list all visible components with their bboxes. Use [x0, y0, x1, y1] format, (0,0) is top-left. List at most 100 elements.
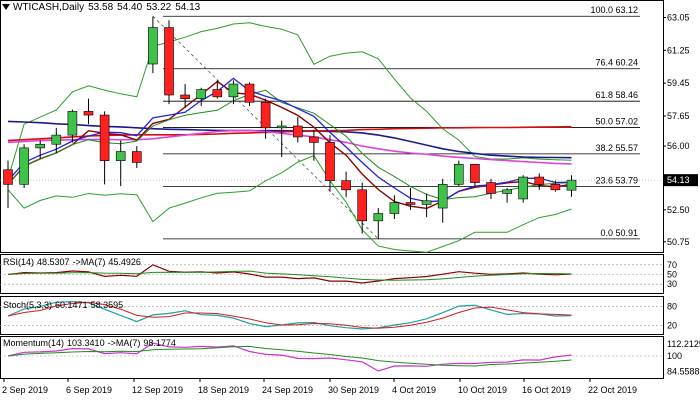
- momentum-ma-value: 98.1774: [143, 338, 176, 348]
- candle-body: [180, 94, 190, 99]
- time-axis-label: 10 Oct 2019: [458, 385, 507, 395]
- candle-body: [276, 125, 287, 129]
- stoch-label: Stoch(5,3,3): [3, 300, 53, 310]
- rsi-pane-frame: [0, 254, 664, 294]
- stoch-axis-label: 80: [667, 301, 677, 311]
- candle-body: [421, 200, 432, 205]
- fib-label-6: 0.0 50.91: [600, 228, 638, 238]
- current-price-label: 54.13: [667, 175, 690, 185]
- candle-body: [212, 89, 223, 98]
- momentum-ma-label: ->MA(7): [107, 338, 141, 348]
- time-axis-label: 6 Sep 2019: [66, 385, 112, 395]
- price-axis-label: 63.05: [667, 13, 690, 23]
- momentum-header: Momentum(14) 103.3410 ->MA(7) 98.1774: [3, 338, 179, 348]
- price-axis-label: 61.25: [667, 45, 690, 55]
- candle-body: [83, 111, 94, 116]
- candle-body: [309, 136, 319, 143]
- rsi-header: RSI(14) 48.5307 ->MA(7) 45.4926: [3, 257, 144, 267]
- candle-body: [35, 143, 46, 149]
- candle-body: [260, 101, 271, 129]
- candle-body: [453, 163, 464, 185]
- rsi-ma-line: [7, 270, 572, 281]
- candle-body: [502, 189, 512, 194]
- time-axis-label: 2 Sep 2019: [2, 385, 48, 395]
- candle-body: [115, 151, 126, 161]
- rsi-axis-label: 70: [667, 260, 677, 270]
- momentum-ma-line: [7, 345, 572, 367]
- candle-body: [196, 89, 206, 99]
- price-axis-label: 57.65: [667, 111, 690, 121]
- candle-body: [228, 83, 239, 98]
- momentum-value: 103.3410: [67, 338, 105, 348]
- candle-body: [566, 179, 577, 191]
- momentum-axis-label: 100: [667, 351, 682, 361]
- momentum-label: Momentum(14): [3, 338, 65, 348]
- stoch-header: Stoch(5,3,3) 60.1471 58.3595: [3, 300, 126, 310]
- rsi-ma-value: 45.4926: [108, 257, 141, 267]
- rsi-axis-label: 50: [667, 270, 677, 280]
- high-value: 54.40: [117, 2, 143, 13]
- rsi-axis-label: 30: [667, 279, 677, 289]
- momentum-line: [7, 342, 572, 372]
- candle-body: [148, 27, 158, 65]
- candle-body: [244, 83, 255, 103]
- candle-body: [373, 213, 384, 222]
- open-value: 53.58: [88, 2, 114, 13]
- candle-body: [19, 147, 29, 185]
- time-axis-label: 30 Sep 2019: [328, 385, 379, 395]
- symbol-label: WTICASH,Daily: [13, 2, 85, 13]
- stoch-signal-line: [7, 301, 572, 329]
- fib-label-3: 50.0 57.02: [595, 116, 638, 126]
- price-axis-label: 56.00: [667, 141, 690, 151]
- stoch-value: 60.1471: [55, 300, 88, 310]
- candle-body: [405, 202, 416, 205]
- candle-body: [518, 176, 529, 200]
- fib-label-0: 100.0 63.12: [590, 5, 638, 15]
- time-axis-label: 16 Oct 2019: [522, 385, 571, 395]
- stoch-axis-label: 20: [667, 321, 677, 331]
- fib-label-5: 23.6 53.79: [595, 175, 638, 185]
- low-value: 53.22: [146, 2, 172, 13]
- chart-header: WTICASH,Daily 53.58 54.40 53.22 54.13: [2, 2, 204, 13]
- candle-body: [470, 163, 480, 183]
- rsi-value: 48.5307: [37, 257, 70, 267]
- main-pane-frame: [0, 0, 664, 253]
- momentum-axis-label: 112.2125: [667, 339, 700, 349]
- close-value: 54.13: [175, 2, 201, 13]
- candle-body: [292, 125, 303, 138]
- price-axis-label: 52.50: [667, 205, 690, 215]
- dropdown-triangle-icon[interactable]: [2, 4, 10, 11]
- bollinger-lower: [7, 154, 572, 253]
- stoch-main-line: [7, 301, 572, 330]
- candle-body: [164, 27, 174, 96]
- current-price-box: [664, 174, 698, 187]
- candle-body: [550, 184, 561, 191]
- price-axis-label: 50.75: [667, 237, 690, 247]
- candle-body: [67, 111, 78, 136]
- bollinger-upper: [7, 22, 572, 180]
- rsi-line: [7, 264, 572, 284]
- fib-label-4: 38.2 55.57: [595, 143, 638, 153]
- candle-body: [51, 134, 62, 145]
- fib-label-2: 61.8 58.46: [595, 90, 638, 100]
- candle-body: [486, 182, 496, 194]
- candle-body: [99, 114, 110, 161]
- candle-body: [534, 176, 545, 185]
- time-axis-label: 18 Sep 2019: [198, 385, 249, 395]
- stoch-pane-frame: [0, 296, 664, 335]
- candle-body: [437, 184, 448, 209]
- momentum-pane-frame: [0, 336, 664, 379]
- price-axis-label: 59.45: [667, 78, 690, 88]
- candle-body: [389, 202, 400, 214]
- candle-body: [132, 151, 142, 163]
- stoch-signal: 58.3595: [90, 300, 124, 310]
- rsi-label: RSI(14): [3, 257, 35, 267]
- momentum-axis-label: 84.5588: [667, 366, 700, 376]
- time-axis-label: 22 Oct 2019: [588, 385, 637, 395]
- candle-body: [357, 189, 368, 222]
- candle-body: [3, 169, 13, 185]
- time-axis-label: 24 Sep 2019: [262, 385, 313, 395]
- time-axis-label: 4 Oct 2019: [392, 385, 436, 395]
